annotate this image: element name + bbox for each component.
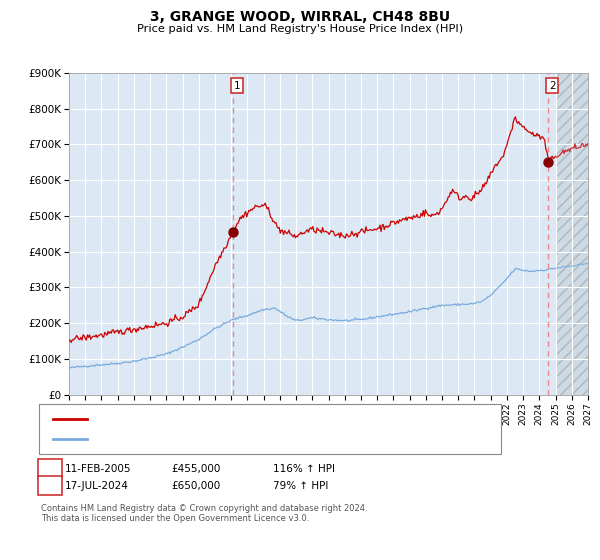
- Text: Price paid vs. HM Land Registry's House Price Index (HPI): Price paid vs. HM Land Registry's House …: [137, 24, 463, 34]
- Text: 3, GRANGE WOOD, WIRRAL, CH48 8BU (detached house): 3, GRANGE WOOD, WIRRAL, CH48 8BU (detach…: [93, 414, 377, 424]
- Text: 1: 1: [233, 81, 240, 91]
- Bar: [556, 73, 588, 395]
- Text: £455,000: £455,000: [171, 464, 220, 474]
- Text: Contains HM Land Registry data © Crown copyright and database right 2024.
This d: Contains HM Land Registry data © Crown c…: [41, 504, 367, 524]
- Text: 11-FEB-2005: 11-FEB-2005: [65, 464, 131, 474]
- Text: 17-JUL-2024: 17-JUL-2024: [65, 480, 128, 491]
- Text: 116% ↑ HPI: 116% ↑ HPI: [273, 464, 335, 474]
- Text: 2: 2: [46, 480, 53, 491]
- Text: 3, GRANGE WOOD, WIRRAL, CH48 8BU: 3, GRANGE WOOD, WIRRAL, CH48 8BU: [150, 10, 450, 24]
- Text: HPI: Average price, detached house, Wirral: HPI: Average price, detached house, Wirr…: [93, 434, 307, 444]
- Text: 1: 1: [46, 464, 53, 474]
- Text: 79% ↑ HPI: 79% ↑ HPI: [273, 480, 328, 491]
- Text: 2: 2: [549, 81, 556, 91]
- Text: £650,000: £650,000: [171, 480, 220, 491]
- Bar: [556, 73, 588, 395]
